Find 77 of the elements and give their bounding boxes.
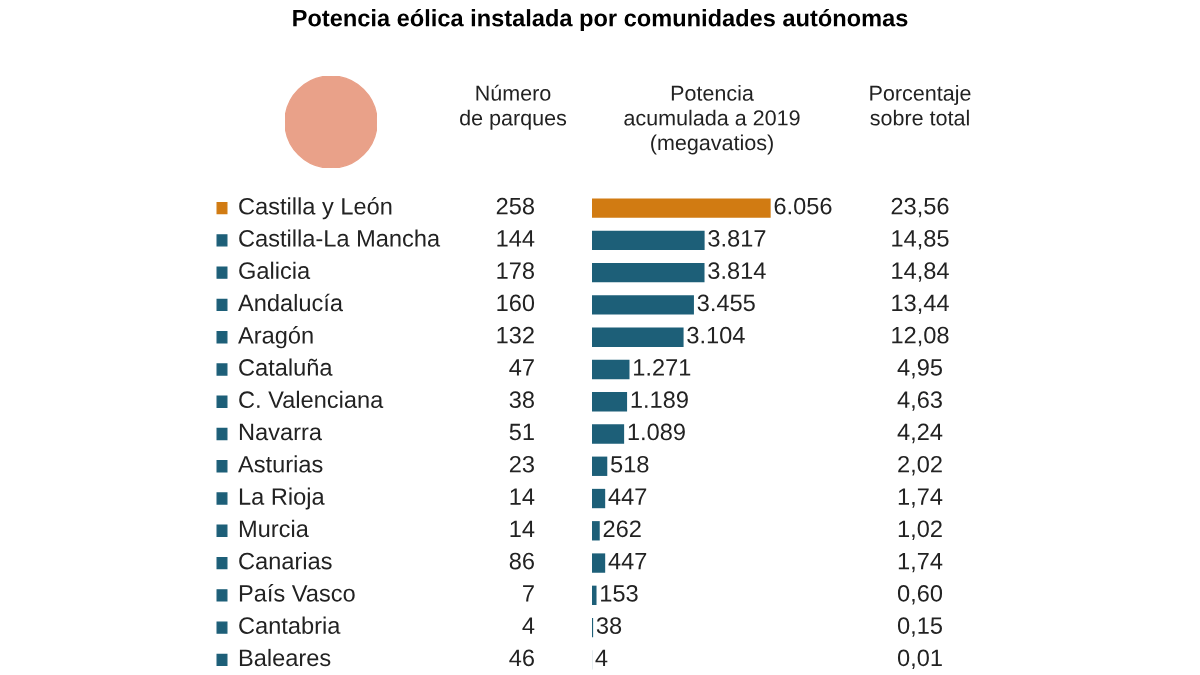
bar xyxy=(592,295,694,315)
text: 23,56 xyxy=(891,197,949,218)
data-label: 1.189 xyxy=(631,391,688,409)
text: Número de parques xyxy=(460,84,567,130)
text: 46 xyxy=(509,649,534,667)
text: 132 xyxy=(497,326,534,344)
data-label: 153 xyxy=(601,584,638,602)
text: 86 xyxy=(509,552,534,570)
text: 144 xyxy=(497,230,535,247)
y-tick-label: Cataluña xyxy=(239,358,333,376)
data-label: 262 xyxy=(603,520,641,538)
y-tick-label: Aragón xyxy=(238,326,313,349)
text: 2,02 xyxy=(898,455,942,476)
text: 1,74 xyxy=(898,552,943,573)
text: 12,08 xyxy=(892,326,949,347)
y-tick-label: C. Valenciana xyxy=(239,390,384,409)
data-label: 3.104 xyxy=(687,326,745,344)
text: 258 xyxy=(496,197,534,215)
text: 51 xyxy=(509,423,534,441)
text: 4,63 xyxy=(897,391,942,411)
y-tick-label: Murcia xyxy=(239,519,309,538)
text: 14,84 xyxy=(892,262,949,282)
text: 23 xyxy=(509,455,534,473)
y-tick-label: Baleares xyxy=(239,648,331,667)
bar xyxy=(592,521,600,541)
data-label: 38 xyxy=(596,617,622,634)
bar xyxy=(592,359,630,380)
text: 14,85 xyxy=(892,230,949,250)
y-tick-label: Cantabria xyxy=(239,616,341,634)
bar xyxy=(592,262,705,283)
data-label: 3.455 xyxy=(697,294,755,312)
data-label: 518 xyxy=(611,455,649,473)
text: 14 xyxy=(510,488,535,505)
bar xyxy=(592,424,625,444)
bar xyxy=(592,488,606,509)
data-label: 3.817 xyxy=(708,230,766,247)
text: 38 xyxy=(509,391,534,409)
text: 4,95 xyxy=(897,359,942,379)
text: 13,44 xyxy=(892,294,949,315)
bar xyxy=(592,327,684,347)
text: 1,74 xyxy=(898,488,943,508)
text: Porcentaje sobre total xyxy=(870,85,971,126)
text: 0,60 xyxy=(897,584,943,605)
y-tick-label: Asturias xyxy=(238,455,323,473)
text: 7 xyxy=(523,585,534,602)
bar xyxy=(592,585,597,606)
data-label: 3.814 xyxy=(708,262,766,279)
text: 178 xyxy=(497,262,534,279)
y-tick-label: País Vasco xyxy=(239,584,355,602)
text: 47 xyxy=(509,359,534,376)
bar xyxy=(592,198,771,218)
data-label: 6.056 xyxy=(774,197,832,215)
y-tick-label: Castilla y León xyxy=(239,196,392,220)
data-label: 447 xyxy=(608,488,647,505)
bar xyxy=(592,230,705,251)
text: 0,15 xyxy=(897,617,942,637)
text: 160 xyxy=(497,294,535,312)
y-tick-label: Galicia xyxy=(239,261,311,279)
data-label: 447 xyxy=(608,552,647,570)
text: 0,01 xyxy=(897,649,942,669)
y-tick-label: Andalucía xyxy=(238,293,344,312)
text: 14 xyxy=(510,520,535,537)
bar xyxy=(592,392,628,412)
data-label: 1.089 xyxy=(628,423,685,441)
bar xyxy=(592,553,606,573)
text: Potencia acumulada a 2019 (megavatios) xyxy=(624,85,800,155)
data-label: 1.271 xyxy=(634,359,691,376)
y-tick-label: Castilla-La Mancha xyxy=(239,229,441,247)
y-tick-label: Navarra xyxy=(239,423,322,441)
text: 1,02 xyxy=(898,520,942,540)
data-label: 4 xyxy=(595,649,608,666)
y-tick-label: Canarias xyxy=(239,552,332,570)
y-tick-label: La Rioja xyxy=(239,487,325,510)
text: 4 xyxy=(522,617,535,634)
chart-title: Potencia eólica instalada por comunidades autónomas xyxy=(293,8,908,32)
text: 4,24 xyxy=(897,423,943,444)
bar xyxy=(592,456,608,476)
